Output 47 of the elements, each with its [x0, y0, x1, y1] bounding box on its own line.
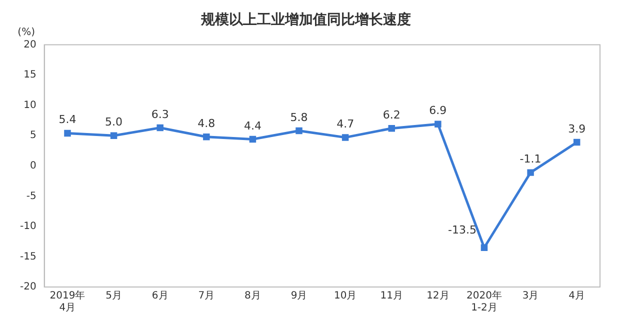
point: [156, 124, 164, 132]
x-tick-label: 11月: [380, 290, 403, 302]
data-label: -1.1: [520, 152, 542, 166]
point: [573, 138, 580, 146]
y-tick-label: -10: [20, 221, 36, 232]
x-tick-label: 7月: [198, 290, 215, 302]
y-tick-label: 15: [24, 70, 36, 81]
data-label: 4.8: [198, 116, 216, 130]
point: [203, 133, 210, 140]
data-label: 5.8: [290, 110, 308, 124]
point: [249, 136, 256, 143]
x-tick-label: 2020年 1-2月: [466, 290, 502, 314]
data-label: 6.9: [429, 104, 447, 118]
data-label: 5.4: [58, 113, 76, 126]
y-tick-label: 5: [30, 130, 36, 142]
y-tick-label: 20: [24, 39, 36, 50]
x-tick-label: 8月: [244, 290, 261, 302]
point: [64, 130, 71, 137]
point: [480, 244, 488, 252]
point: [527, 169, 534, 176]
point: [388, 124, 395, 132]
y-tick-label: -20: [20, 282, 36, 293]
y-tick-label: 0: [30, 160, 36, 172]
x-tick-label: 5月: [106, 290, 122, 302]
data-label: 5.0: [105, 116, 123, 129]
data-label: -13.5: [448, 224, 476, 237]
point: [434, 120, 442, 128]
data-label: 3.9: [568, 122, 586, 136]
y-tick-label: -5: [26, 190, 36, 202]
data-label: 4.7: [336, 117, 354, 130]
x-tick-label: 4月: [568, 290, 586, 302]
y-axis-title: (%): [18, 26, 36, 38]
point: [110, 132, 118, 139]
x-tick-label: 9月: [290, 290, 308, 302]
x-tick-label: 10月: [334, 290, 357, 302]
point: [296, 127, 302, 134]
data-label: 6.2: [382, 108, 400, 122]
x-tick-label: 2019年 4月: [50, 290, 86, 314]
point: [342, 134, 349, 141]
data-label: 6.3: [151, 108, 169, 121]
data-label: 4.4: [244, 119, 262, 132]
x-tick-label: 3月: [522, 290, 539, 302]
chart-title: 规模以上工业增加值同比增长速度: [200, 11, 411, 28]
x-tick-label: 12月: [426, 290, 450, 302]
y-tick-label: -15: [20, 251, 36, 262]
y-tick-label: 10: [24, 100, 36, 111]
x-tick-label: 6月: [152, 290, 168, 302]
